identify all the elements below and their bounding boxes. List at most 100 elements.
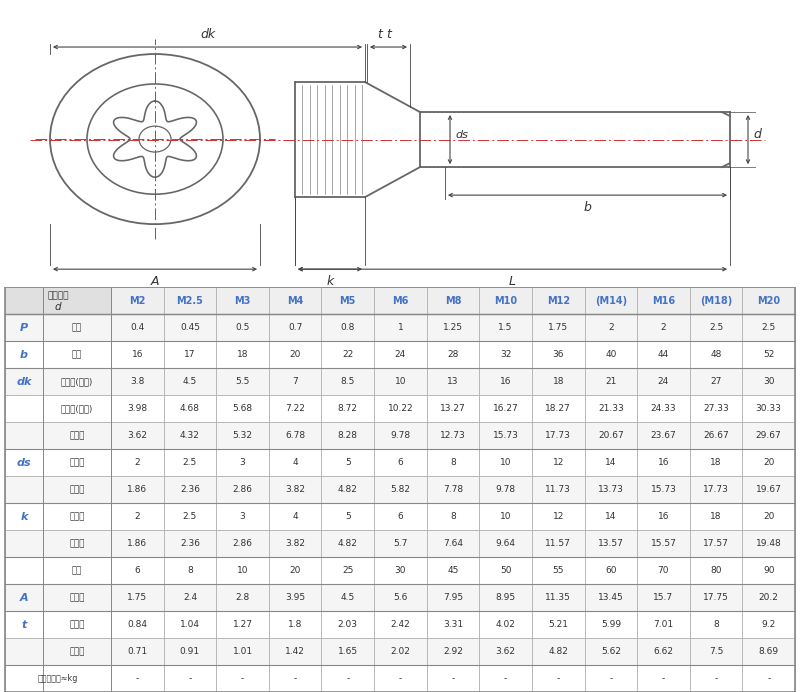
Bar [742,584,795,611]
Bar [479,449,532,476]
Text: 2.5: 2.5 [182,458,197,467]
Text: k: k [326,275,334,288]
Text: 0.8: 0.8 [341,323,355,332]
Text: 5.99: 5.99 [601,620,621,629]
Bar [426,503,479,530]
Bar [164,665,216,692]
Bar [532,395,585,422]
Text: 24: 24 [658,377,669,386]
Bar [43,503,111,530]
Bar [532,314,585,341]
Bar [164,314,216,341]
Text: 7.01: 7.01 [654,620,674,629]
Bar [322,341,374,368]
Text: 20.2: 20.2 [758,593,778,602]
Text: 40: 40 [605,350,617,359]
Text: 2.02: 2.02 [390,647,410,656]
Text: 7.5: 7.5 [709,647,723,656]
Bar [690,341,742,368]
Bar [269,449,322,476]
Bar [374,665,426,692]
Text: 8.72: 8.72 [338,404,358,413]
Bar [426,665,479,692]
Bar [111,314,164,341]
Text: 48: 48 [710,350,722,359]
Bar [426,368,479,395]
Bar [43,584,111,611]
Text: 2: 2 [608,323,614,332]
Bar [479,395,532,422]
Bar [374,503,426,530]
Bar [690,638,742,665]
Bar [426,422,479,449]
Text: -: - [662,674,665,683]
Bar [690,584,742,611]
Text: t: t [22,619,26,630]
Text: 7.64: 7.64 [443,539,463,548]
Bar [532,422,585,449]
Text: 13.57: 13.57 [598,539,624,548]
Bar [426,449,479,476]
Text: 2.92: 2.92 [443,647,463,656]
Bar [111,287,164,314]
Text: 1.86: 1.86 [127,485,147,494]
Text: 18: 18 [710,512,722,521]
Text: 5.21: 5.21 [548,620,568,629]
Text: -: - [767,674,770,683]
Text: 6: 6 [398,458,403,467]
Text: -: - [294,674,297,683]
Bar [5,476,43,503]
Bar [585,368,637,395]
Bar [111,557,164,584]
Bar [164,422,216,449]
Bar [269,314,322,341]
Bar [532,557,585,584]
Bar [111,530,164,557]
Bar [216,449,269,476]
Text: 27: 27 [710,377,722,386]
Text: 2.5: 2.5 [762,323,776,332]
Text: 2: 2 [661,323,666,332]
Text: 9.78: 9.78 [390,431,410,440]
Text: 11.73: 11.73 [546,485,571,494]
Text: M5: M5 [339,295,356,306]
Text: -: - [136,674,139,683]
Text: 10: 10 [237,566,248,575]
Bar [374,341,426,368]
Text: M8: M8 [445,295,462,306]
Text: 2.8: 2.8 [235,593,250,602]
Text: 27.33: 27.33 [703,404,729,413]
Bar [637,665,690,692]
Text: 30: 30 [394,566,406,575]
Text: M6: M6 [392,295,409,306]
Bar [322,449,374,476]
Bar [742,449,795,476]
Text: 2: 2 [134,458,140,467]
Text: 45: 45 [447,566,458,575]
Text: 24: 24 [394,350,406,359]
Text: 22: 22 [342,350,354,359]
Text: 13.45: 13.45 [598,593,624,602]
Bar [426,287,479,314]
Bar [322,503,374,530]
Bar [5,557,43,584]
Text: 16: 16 [500,377,511,386]
Text: 30.33: 30.33 [756,404,782,413]
Bar [637,287,690,314]
Text: 13.27: 13.27 [440,404,466,413]
Text: 4: 4 [292,512,298,521]
Text: 30: 30 [763,377,774,386]
Bar [532,449,585,476]
Bar [532,665,585,692]
Bar [164,503,216,530]
Text: 1.65: 1.65 [338,647,358,656]
Bar [374,422,426,449]
Bar [269,287,322,314]
Bar [585,530,637,557]
Text: 0.4: 0.4 [130,323,145,332]
Bar [43,422,111,449]
Bar [5,665,111,692]
Text: 5.68: 5.68 [233,404,253,413]
Bar [5,503,43,530]
Bar [637,314,690,341]
